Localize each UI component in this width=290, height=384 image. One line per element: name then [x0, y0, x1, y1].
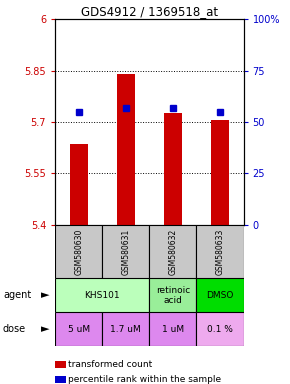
Bar: [117, 74, 135, 225]
Text: 1.7 uM: 1.7 uM: [110, 324, 141, 334]
Text: agent: agent: [3, 290, 31, 300]
Bar: [70, 144, 88, 225]
Bar: [55, 225, 102, 278]
Text: dose: dose: [3, 324, 26, 334]
Text: transformed count: transformed count: [68, 360, 153, 369]
Bar: [211, 120, 229, 225]
Text: ►: ►: [41, 324, 49, 334]
Text: DMSO: DMSO: [206, 291, 234, 300]
Text: KHS101: KHS101: [84, 291, 120, 300]
Text: GSM580632: GSM580632: [168, 228, 177, 275]
Text: percentile rank within the sample: percentile rank within the sample: [68, 375, 221, 384]
Bar: [164, 113, 182, 225]
Title: GDS4912 / 1369518_at: GDS4912 / 1369518_at: [81, 5, 218, 18]
Text: GSM580633: GSM580633: [215, 228, 224, 275]
Bar: [149, 225, 197, 278]
Bar: [55, 312, 102, 346]
Bar: [149, 278, 197, 312]
Bar: [102, 225, 149, 278]
Text: GSM580630: GSM580630: [74, 228, 83, 275]
Text: 0.1 %: 0.1 %: [207, 324, 233, 334]
Bar: [55, 278, 149, 312]
Bar: [197, 278, 244, 312]
Text: 1 uM: 1 uM: [162, 324, 184, 334]
Bar: [102, 312, 149, 346]
Text: ►: ►: [41, 290, 49, 300]
Text: 5 uM: 5 uM: [68, 324, 90, 334]
Bar: [197, 312, 244, 346]
Text: retinoic
acid: retinoic acid: [156, 286, 190, 305]
Text: GSM580631: GSM580631: [121, 228, 130, 275]
Bar: [197, 225, 244, 278]
Bar: [149, 312, 197, 346]
